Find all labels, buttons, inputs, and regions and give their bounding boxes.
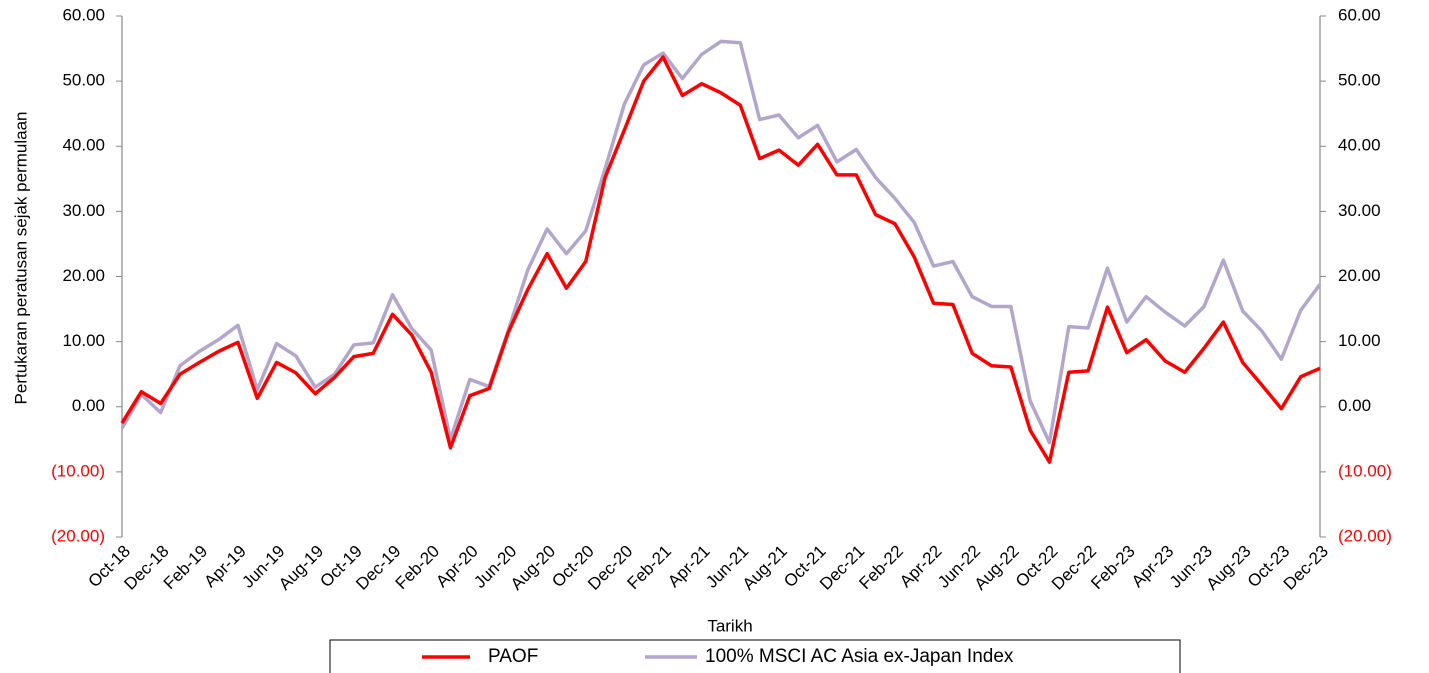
x-tick-label: Feb-19 <box>160 542 212 594</box>
y-tick-label: 40.00 <box>62 136 105 155</box>
legend-box <box>329 639 1181 673</box>
y2-tick-label: 10.00 <box>1338 331 1381 350</box>
legend-label: PAOF <box>488 646 538 667</box>
y-axis-title: Pertukaran peratusan sejak permulaan <box>11 112 30 405</box>
y-tick-label: (10.00) <box>51 461 105 480</box>
y-tick-label: 20.00 <box>62 266 105 285</box>
x-axis-title: Tarikh <box>707 616 752 635</box>
x-tick-label: Feb-20 <box>392 542 444 594</box>
y2-tick-label: (10.00) <box>1338 461 1392 480</box>
y2-tick-label: 40.00 <box>1338 136 1381 155</box>
y-tick-label: 60.00 <box>62 5 105 24</box>
y-tick-label: 10.00 <box>62 331 105 350</box>
y-tick-label: (20.00) <box>51 526 105 545</box>
y2-tick-label: 30.00 <box>1338 201 1381 220</box>
line <box>120 39 1322 445</box>
y2-tick-label: (20.00) <box>1338 526 1392 545</box>
y2-tick-label: 60.00 <box>1338 5 1381 24</box>
line <box>120 55 1321 464</box>
x-tick-label: Feb-23 <box>1087 542 1139 594</box>
y-tick-label: 30.00 <box>62 201 105 220</box>
y2-tick-label: 0.00 <box>1338 396 1371 415</box>
y-tick-label: 50.00 <box>62 71 105 90</box>
y2-tick-label: 20.00 <box>1338 266 1381 285</box>
legend-label: 100% MSCI AC Asia ex-Japan Index <box>705 646 1014 667</box>
y-tick-label: 0.00 <box>72 396 105 415</box>
y2-tick-label: 50.00 <box>1338 71 1381 90</box>
x-tick-label: Feb-21 <box>624 542 676 594</box>
x-tick-label: Feb-22 <box>855 542 907 594</box>
